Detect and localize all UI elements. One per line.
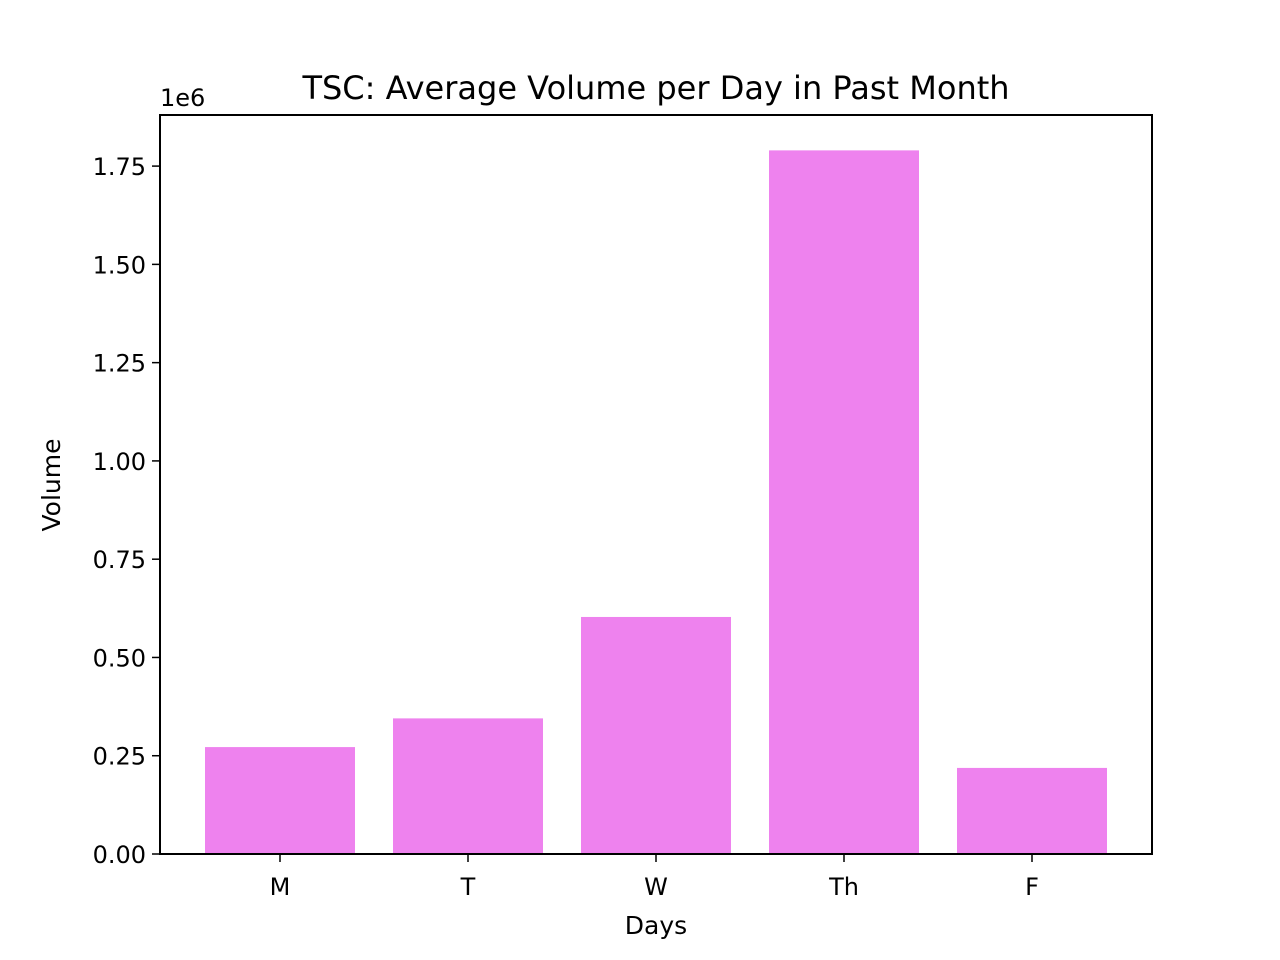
bar-th bbox=[769, 150, 919, 854]
x-tick-label: W bbox=[644, 873, 668, 901]
y-tick-label: 1.50 bbox=[93, 251, 146, 279]
bar-w bbox=[581, 616, 731, 854]
y-tick-label: 1.25 bbox=[93, 350, 146, 378]
bar-m bbox=[205, 747, 355, 854]
chart-title: TSC: Average Volume per Day in Past Mont… bbox=[301, 69, 1009, 107]
x-axis-label: Days bbox=[625, 911, 687, 940]
y-tick-label: 0.00 bbox=[93, 841, 146, 869]
x-tick-label: M bbox=[270, 873, 291, 901]
plot-frame bbox=[159, 114, 1153, 855]
x-tick-label: T bbox=[460, 873, 476, 901]
y-tick-label: 1.00 bbox=[93, 448, 146, 476]
bars-group bbox=[205, 150, 1107, 854]
y-axis: 0.00 0.25 0.50 0.75 1.00 1.25 1.50 1.75 bbox=[93, 153, 160, 869]
bar-t bbox=[393, 718, 543, 854]
y-axis-offset-label: 1e6 bbox=[160, 84, 205, 112]
y-tick-label: 0.25 bbox=[93, 743, 146, 771]
x-axis: M T W Th F bbox=[270, 854, 1039, 901]
x-tick-label: Th bbox=[828, 873, 859, 901]
x-tick-label: F bbox=[1025, 873, 1039, 901]
y-tick-label: 0.75 bbox=[93, 546, 146, 574]
y-axis-label: Volume bbox=[37, 439, 66, 532]
y-tick-label: 0.50 bbox=[93, 644, 146, 672]
y-tick-label: 1.75 bbox=[93, 153, 146, 181]
bar-f bbox=[957, 767, 1107, 854]
